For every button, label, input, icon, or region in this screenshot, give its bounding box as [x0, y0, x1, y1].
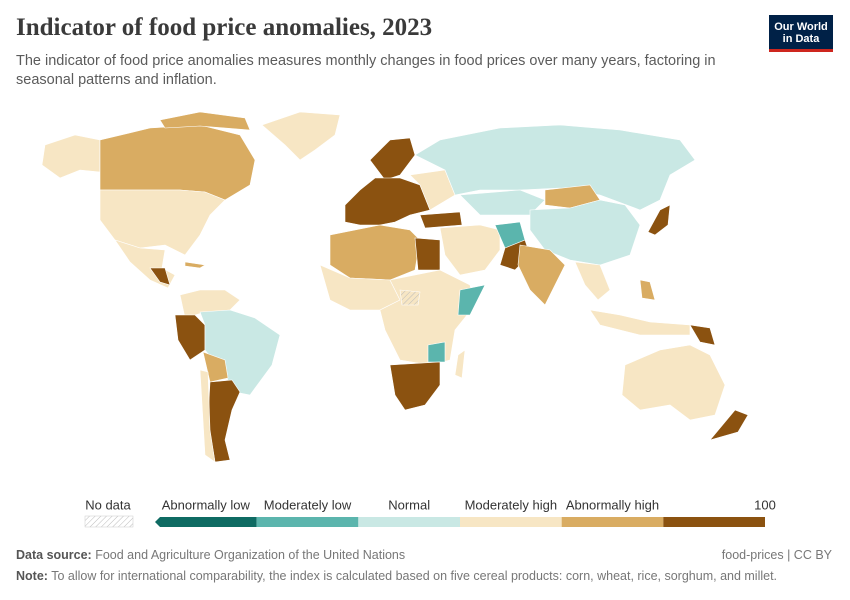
peru[interactable] — [174, 314, 206, 361]
papua[interactable] — [689, 324, 716, 346]
legend-bin — [663, 517, 765, 527]
legend: No data 100 Abnormally low Moderately low… — [84, 497, 776, 528]
subtitle: The indicator of food price anomalies me… — [16, 53, 716, 88]
middle-east[interactable] — [439, 224, 501, 276]
egypt[interactable] — [414, 237, 441, 271]
legend-bin — [561, 517, 664, 527]
canada-islands[interactable] — [159, 111, 251, 131]
horn-of-africa[interactable] — [457, 284, 486, 316]
eastern-europe[interactable] — [409, 169, 456, 211]
philippines[interactable] — [639, 279, 656, 301]
usa[interactable] — [99, 189, 226, 256]
legend-max-label: 100 — [754, 497, 776, 512]
southern-africa[interactable] — [389, 361, 441, 411]
legend-label: Moderately low — [264, 497, 352, 512]
legend-label: Abnormally high — [566, 497, 659, 512]
legend-bin — [155, 517, 257, 527]
japan[interactable] — [647, 204, 671, 236]
no-data-swatch[interactable] — [84, 515, 134, 528]
cuba[interactable] — [184, 261, 206, 269]
legend-label: Normal — [388, 497, 430, 512]
russia[interactable] — [414, 124, 696, 211]
india[interactable] — [517, 244, 566, 306]
alaska[interactable] — [41, 134, 101, 179]
logo-line: in Data — [782, 33, 820, 45]
china[interactable] — [529, 199, 641, 266]
indonesia[interactable] — [589, 309, 691, 336]
slug[interactable]: food-prices | CC BY — [721, 548, 832, 562]
note-text: To allow for international comparability… — [51, 569, 778, 583]
title: Indicator of food price anomalies, 2023 — [16, 14, 433, 41]
source-text: Food and Agriculture Organization of the… — [95, 548, 406, 562]
legend-label: Moderately high — [465, 497, 558, 512]
sudan-nodata[interactable] — [399, 289, 421, 306]
world-map — [41, 111, 749, 463]
legend-bin — [460, 517, 562, 527]
no-data-label: No data — [85, 497, 131, 512]
note: Note: To allow for international compara… — [16, 569, 777, 583]
note-label: Note: — [16, 569, 48, 583]
north-africa[interactable] — [329, 224, 421, 281]
legend-bin — [256, 517, 359, 527]
new-zealand[interactable] — [709, 409, 749, 441]
madagascar[interactable] — [454, 349, 466, 379]
logo[interactable]: Our World in Data — [769, 15, 833, 52]
kazakhstan[interactable] — [459, 189, 546, 216]
turkey[interactable] — [419, 211, 463, 229]
western-europe[interactable] — [344, 177, 431, 226]
source: Data source: Food and Agriculture Organi… — [16, 548, 405, 562]
southeast-asia[interactable] — [574, 261, 611, 301]
legend-label: Abnormally low — [162, 497, 251, 512]
iceland-scandinavia[interactable] — [369, 137, 416, 181]
legend-bin — [358, 517, 460, 527]
logo-line: Our World — [774, 21, 828, 33]
chile[interactable] — [199, 369, 216, 463]
greenland[interactable] — [261, 111, 341, 161]
source-label: Data source: — [16, 548, 92, 562]
zimbabwe[interactable] — [427, 341, 446, 363]
central-america[interactable] — [149, 267, 171, 286]
canada[interactable] — [99, 124, 256, 201]
australia[interactable] — [621, 344, 726, 421]
brazil[interactable] — [199, 309, 281, 396]
central-africa[interactable] — [379, 269, 476, 366]
